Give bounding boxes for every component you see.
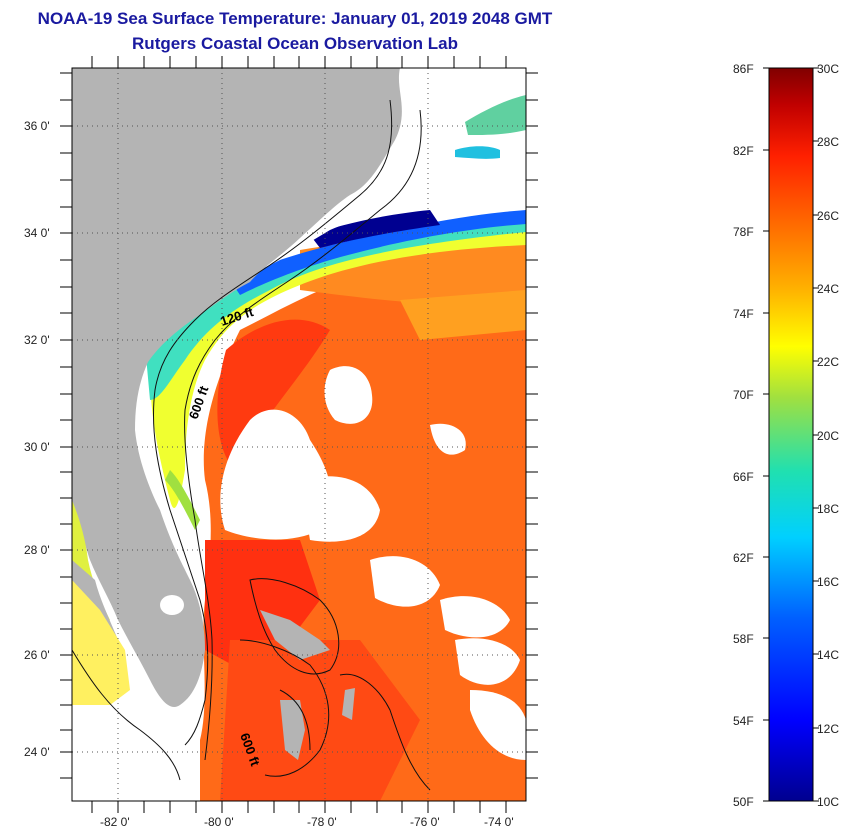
map-subtitle: Rutgers Coastal Ocean Observation Lab <box>132 34 458 53</box>
lat-label-36: 36 0' <box>24 119 50 133</box>
colorbar-c-28: 28C <box>817 135 839 149</box>
lat-label-30: 30 0' <box>24 440 50 454</box>
lon-label-80: -80 0' <box>204 815 234 829</box>
lat-label-26: 26 0' <box>24 648 50 662</box>
lat-label-32: 32 0' <box>24 333 50 347</box>
colorbar-f-86: 86F <box>733 62 754 76</box>
lon-label-74: -74 0' <box>484 815 514 829</box>
colorbar-f-50: 50F <box>733 795 754 809</box>
land-bahamas <box>260 610 355 760</box>
lat-label-34: 34 0' <box>24 226 50 240</box>
colorbar-c-20: 20C <box>817 429 839 443</box>
colorbar-f-74: 74F <box>733 307 754 321</box>
longitude-labels: -82 0' -80 0' -78 0' -76 0' -74 0' <box>100 815 514 829</box>
map-gridlines <box>72 68 526 801</box>
colorbar-c-22: 22C <box>817 355 839 369</box>
map-frame-ticks <box>60 56 538 813</box>
colorbar-f-82: 82F <box>733 144 754 158</box>
colorbar-c-16: 16C <box>817 575 839 589</box>
lat-label-24: 24 0' <box>24 745 50 759</box>
colorbar-f-66: 66F <box>733 470 754 484</box>
latitude-labels: 36 0' 34 0' 32 0' 30 0' 28 0' 26 0' 24 0… <box>24 119 50 759</box>
colorbar-f-78: 78F <box>733 225 754 239</box>
colorbar-c-10: 10C <box>817 795 839 809</box>
lon-label-82: -82 0' <box>100 815 130 829</box>
colorbar-c-18: 18C <box>817 502 839 516</box>
colorbar-f-58: 58F <box>733 632 754 646</box>
colorbar-c-12: 12C <box>817 722 839 736</box>
temperature-colorbar: 86F 82F 78F 74F 70F 66F 62F 58F 54F 50F … <box>733 62 839 809</box>
bathymetry-contours <box>72 99 431 791</box>
colorbar-f-54: 54F <box>733 714 754 728</box>
colorbar-f-70: 70F <box>733 388 754 402</box>
cold-shelf-water <box>150 215 526 509</box>
colorbar-c-26: 26C <box>817 209 839 223</box>
colorbar-c-24: 24C <box>817 282 839 296</box>
land-mainland <box>72 68 402 708</box>
lon-label-78: -78 0' <box>307 815 337 829</box>
lon-label-76: -76 0' <box>410 815 440 829</box>
map-area: 120 ft 600 ft 600 ft <box>72 68 526 801</box>
colorbar-gradient <box>768 67 814 802</box>
map-title: NOAA-19 Sea Surface Temperature: January… <box>37 9 553 28</box>
colorbar-c-14: 14C <box>817 648 839 662</box>
lat-label-28: 28 0' <box>24 543 50 557</box>
colorbar-f-62: 62F <box>733 551 754 565</box>
colorbar-c-30: 30C <box>817 62 839 76</box>
